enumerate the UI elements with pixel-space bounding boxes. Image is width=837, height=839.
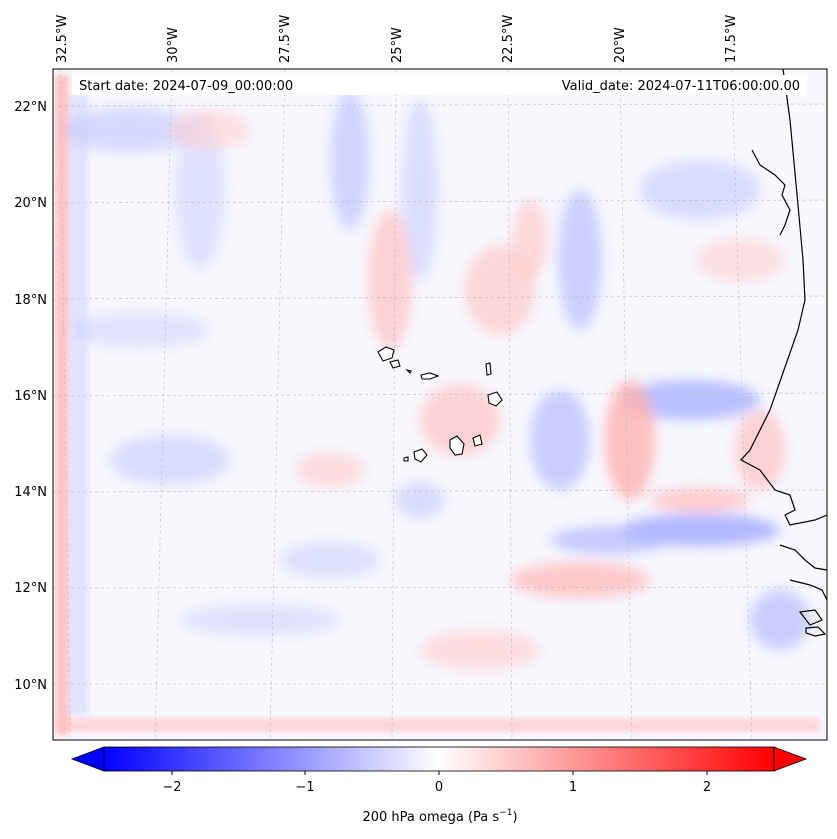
valid-date-label: Valid_date: 2024-07-11T06:00:00.00: [562, 79, 800, 94]
lat-label: 16°N: [14, 389, 47, 404]
lon-label: 17.5°W: [724, 15, 739, 63]
lon-label: 30°W: [166, 27, 181, 63]
lat-label: 12°N: [14, 581, 47, 596]
lon-label: 25°W: [390, 27, 405, 63]
lon-label: 32.5°W: [55, 15, 70, 63]
lon-label: 22.5°W: [501, 15, 516, 63]
colorbar-tick-label: 0: [435, 780, 443, 795]
colorbar-extend-max: [773, 746, 808, 772]
colorbar-tick-label: −1: [295, 780, 314, 795]
colorbar-tick-label: 1: [569, 780, 577, 795]
map-frame: [52, 68, 828, 741]
colorbar-tick-label: 2: [703, 780, 711, 795]
start-date-label: Start date: 2024-07-09_00:00:00: [79, 79, 293, 94]
colorbar-label: 200 hPa omega (Pa s−1): [362, 808, 517, 825]
coastline: [740, 69, 827, 637]
lat-label: 10°N: [14, 678, 47, 693]
colorbar: −2 −1 0 1 2 200 hPa omega (Pa s−1): [70, 746, 808, 825]
lat-label: 20°N: [14, 196, 47, 211]
lat-label: 18°N: [14, 293, 47, 308]
longitude-labels: 32.5°W 30°W 27.5°W 25°W 22.5°W 20°W 17.5…: [55, 15, 739, 63]
lat-label: 14°N: [14, 485, 47, 500]
graticule: [53, 69, 827, 740]
annotation-strip: [72, 75, 807, 95]
lon-label: 20°W: [613, 27, 628, 63]
lon-label: 27.5°W: [278, 15, 293, 63]
colorbar-ticks: −2 −1 0 1 2: [162, 771, 711, 795]
latitude-labels: 22°N 20°N 18°N 16°N 14°N 12°N 10°N: [14, 100, 47, 693]
lat-label: 22°N: [14, 100, 47, 115]
colorbar-gradient: [103, 746, 775, 772]
map-panel: Start date: 2024-07-09_00:00:00 Valid_da…: [52, 68, 828, 741]
colorbar-extend-min: [70, 746, 105, 772]
colorbar-tick-label: −2: [162, 780, 181, 795]
islands: [377, 346, 503, 463]
omega-field: [55, 75, 820, 735]
